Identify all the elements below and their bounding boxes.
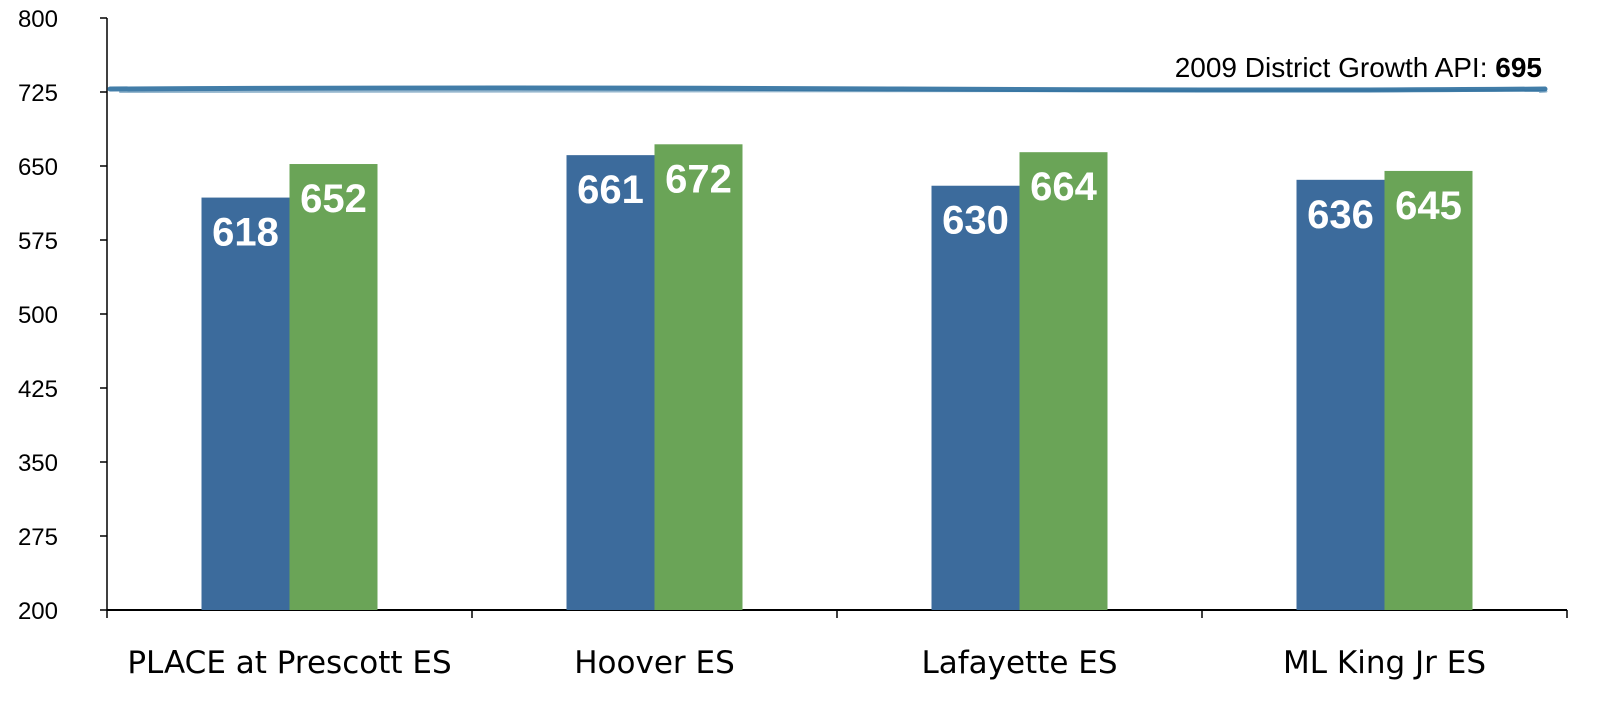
- y-tick-label: 800: [18, 6, 58, 33]
- bar-series1: [201, 197, 290, 610]
- bar-series2: [289, 164, 378, 610]
- reference-line-group: 2009 District Growth API: 695: [107, 52, 1548, 94]
- y-tick-label: 650: [18, 154, 58, 181]
- x-tick-label: Lafayette ES: [921, 645, 1117, 681]
- bars: [201, 144, 1473, 611]
- bar-series1: [1296, 179, 1385, 610]
- bar-series2: [654, 144, 743, 610]
- bar-series1: [566, 155, 655, 610]
- reference-line-label: 2009 District Growth API: 695: [1175, 52, 1542, 83]
- data-label: 652: [300, 177, 367, 221]
- y-tick-label: 575: [18, 228, 58, 255]
- data-label: 645: [1395, 184, 1462, 228]
- y-tick-label: 425: [18, 376, 58, 403]
- y-tick-label: 200: [18, 598, 58, 625]
- reference-line-label-value: 695: [1495, 52, 1542, 83]
- x-tick-label: ML King Jr ES: [1283, 645, 1486, 681]
- y-tick-label: 275: [18, 524, 58, 551]
- data-label: 630: [942, 199, 1009, 243]
- data-label: 636: [1307, 193, 1374, 237]
- y-tick-label: 500: [18, 302, 58, 329]
- y-axis: 200 275 350 425 500 575 650 725 800: [18, 6, 108, 625]
- bar-series2: [1384, 170, 1473, 610]
- x-axis: PLACE at Prescott ES Hoover ES Lafayette E…: [106, 609, 1568, 681]
- bar-series2: [1019, 152, 1108, 611]
- y-tick-label: 350: [18, 450, 58, 477]
- data-label: 618: [212, 211, 279, 255]
- y-tick-label: 725: [18, 80, 58, 107]
- data-labels: 618 652 661 672 630 664 636 645: [212, 157, 1462, 254]
- x-tick-label: Hoover ES: [574, 645, 735, 681]
- bar-series1: [931, 185, 1020, 610]
- reference-line-label-prefix: 2009 District Growth API:: [1175, 52, 1496, 83]
- x-tick-label: PLACE at Prescott ES: [127, 645, 451, 681]
- data-label: 661: [577, 168, 644, 212]
- data-label: 664: [1030, 165, 1097, 209]
- reference-line-texture: [119, 89, 1548, 94]
- data-label: 672: [665, 157, 732, 201]
